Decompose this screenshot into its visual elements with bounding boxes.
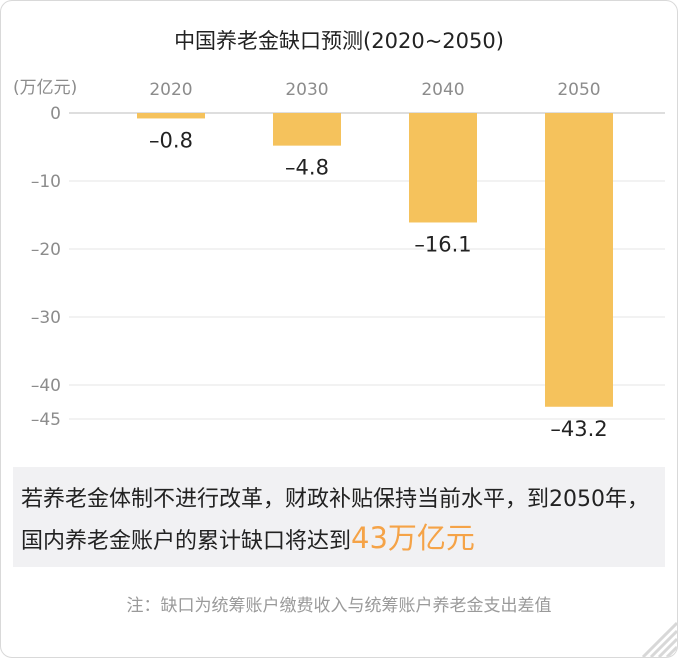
bar-value-label: –16.1 xyxy=(414,232,471,256)
x-category-label: 2040 xyxy=(421,80,464,100)
bar xyxy=(545,113,613,407)
bar xyxy=(409,113,477,223)
bar-value-label: –4.8 xyxy=(285,156,329,180)
y-tick-label: –30 xyxy=(31,308,61,328)
corner-decoration xyxy=(641,621,677,657)
value-labels: –0.8 –4.8 –16.1 –43.2 xyxy=(149,128,608,440)
bar-value-label: –43.2 xyxy=(550,417,607,441)
bar xyxy=(273,113,341,146)
chart-title: 中国养老金缺口预测(2020~2050) xyxy=(174,29,504,53)
x-category-label: 2020 xyxy=(149,80,192,100)
bar xyxy=(137,113,205,119)
y-tick-label: –45 xyxy=(31,410,61,430)
summary-text: 若养老金体制不进行改革，财政补贴保持当前水平，到2050年，国内养老金账户的累计… xyxy=(21,487,649,554)
summary-note-text: 若养老金体制不进行改革，财政补贴保持当前水平，到2050年，国内养老金账户的累计… xyxy=(21,481,661,561)
summary-highlight: 43万亿元 xyxy=(351,521,475,555)
y-axis-unit: (万亿元) xyxy=(13,78,77,98)
y-tick-label: –10 xyxy=(31,172,61,192)
bar-chart: –0.8 –4.8 –16.1 –43.2 0 –10 –20 –30 –40 –45 (万亿元)… xyxy=(13,78,665,441)
summary-note: 若养老金体制不进行改革，财政补贴保持当前水平，到2050年，国内养老金账户的累计… xyxy=(13,467,665,567)
x-category-label: 2050 xyxy=(557,80,600,100)
y-tick-label: –40 xyxy=(31,376,61,396)
axes: 0 –10 –20 –30 –40 –45 (万亿元) 2020 2030 2040 2050 xyxy=(13,78,601,430)
y-tick-label: –20 xyxy=(31,240,61,260)
footnote: 注：缺口为统筹账户缴费收入与统筹账户养老金支出差值 xyxy=(126,596,552,616)
y-tick-label: 0 xyxy=(50,104,61,124)
x-category-label: 2030 xyxy=(285,80,328,100)
bar-value-label: –0.8 xyxy=(149,128,193,152)
bars xyxy=(137,113,613,407)
